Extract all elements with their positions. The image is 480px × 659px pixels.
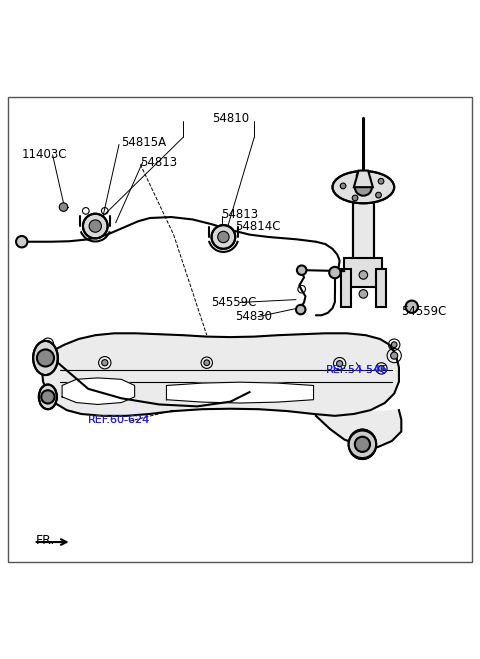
Circle shape — [391, 352, 398, 359]
Text: 54815A: 54815A — [121, 136, 167, 148]
Circle shape — [352, 195, 358, 201]
Circle shape — [379, 366, 384, 371]
Circle shape — [359, 271, 368, 279]
Circle shape — [378, 179, 384, 184]
Circle shape — [45, 341, 51, 347]
Circle shape — [212, 225, 235, 249]
Bar — [376, 270, 386, 307]
Circle shape — [349, 431, 376, 457]
Circle shape — [16, 236, 27, 247]
Text: REF.60-624: REF.60-624 — [88, 415, 150, 424]
Polygon shape — [167, 382, 313, 403]
Ellipse shape — [39, 385, 57, 409]
Circle shape — [102, 360, 108, 366]
Circle shape — [356, 173, 362, 179]
Circle shape — [336, 360, 343, 367]
Circle shape — [355, 437, 370, 452]
Text: 11403C: 11403C — [22, 148, 67, 161]
Circle shape — [355, 179, 372, 196]
Ellipse shape — [333, 171, 394, 203]
Circle shape — [297, 266, 306, 275]
Circle shape — [41, 390, 55, 403]
Circle shape — [340, 183, 346, 188]
Circle shape — [204, 360, 210, 366]
Circle shape — [59, 203, 68, 212]
Circle shape — [391, 342, 397, 347]
Polygon shape — [354, 171, 373, 187]
Circle shape — [37, 349, 54, 366]
Text: FR.: FR. — [36, 534, 55, 547]
Bar — [353, 187, 374, 261]
Circle shape — [83, 214, 108, 239]
Text: 54559C: 54559C — [401, 305, 447, 318]
Text: REF.54-546: REF.54-546 — [325, 365, 388, 375]
Polygon shape — [42, 333, 399, 416]
Circle shape — [376, 192, 382, 198]
Text: 54814C: 54814C — [235, 220, 281, 233]
Ellipse shape — [348, 430, 376, 459]
Circle shape — [359, 290, 368, 298]
Text: REF.60-624: REF.60-624 — [88, 415, 150, 424]
Text: 54559C: 54559C — [212, 296, 257, 309]
Circle shape — [296, 305, 305, 314]
Ellipse shape — [33, 341, 58, 375]
Polygon shape — [316, 410, 401, 447]
Text: 54810: 54810 — [212, 112, 249, 125]
Polygon shape — [62, 378, 135, 405]
Text: REF.54-546: REF.54-546 — [325, 365, 388, 375]
Text: 54813: 54813 — [221, 208, 258, 221]
Bar — [341, 270, 351, 307]
Circle shape — [218, 231, 229, 243]
Circle shape — [44, 352, 51, 359]
Circle shape — [89, 220, 101, 232]
Circle shape — [406, 301, 418, 313]
Circle shape — [329, 267, 341, 278]
Bar — [344, 258, 383, 287]
Text: 54813: 54813 — [140, 156, 178, 169]
Text: 54830: 54830 — [235, 310, 272, 323]
